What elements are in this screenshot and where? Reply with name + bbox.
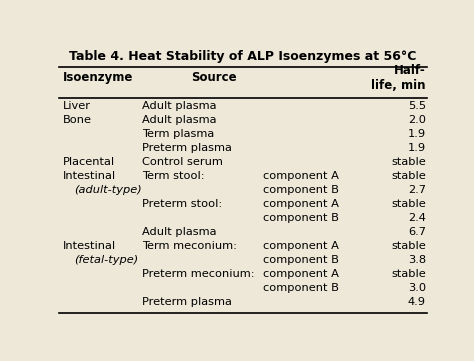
Text: 1.9: 1.9 (408, 129, 426, 139)
Text: 2.4: 2.4 (408, 213, 426, 223)
Text: Term stool:: Term stool: (142, 171, 204, 181)
Text: Term plasma: Term plasma (142, 129, 214, 139)
Text: stable: stable (391, 269, 426, 279)
Text: Liver: Liver (63, 101, 91, 111)
Text: Term meconium:: Term meconium: (142, 241, 237, 251)
Text: Preterm meconium:: Preterm meconium: (142, 269, 255, 279)
Text: component B: component B (263, 283, 339, 293)
Text: 5.5: 5.5 (408, 101, 426, 111)
Text: stable: stable (391, 199, 426, 209)
Text: Half-
life, min: Half- life, min (371, 64, 426, 92)
Text: 2.0: 2.0 (408, 115, 426, 125)
Text: (adult-type): (adult-type) (74, 185, 142, 195)
Text: Bone: Bone (63, 115, 92, 125)
Text: Preterm plasma: Preterm plasma (142, 297, 232, 307)
Text: 4.9: 4.9 (408, 297, 426, 307)
Text: 3.8: 3.8 (408, 255, 426, 265)
Text: Control serum: Control serum (142, 157, 223, 167)
Text: component A: component A (263, 241, 339, 251)
Text: component A: component A (263, 199, 339, 209)
Text: Source: Source (191, 71, 237, 84)
Text: Adult plasma: Adult plasma (142, 115, 217, 125)
Text: component B: component B (263, 255, 339, 265)
Text: 1.9: 1.9 (408, 143, 426, 153)
Text: Preterm stool:: Preterm stool: (142, 199, 222, 209)
Text: stable: stable (391, 157, 426, 167)
Text: component A: component A (263, 171, 339, 181)
Text: Intestinal: Intestinal (63, 171, 116, 181)
Text: 6.7: 6.7 (408, 227, 426, 237)
Text: component B: component B (263, 213, 339, 223)
Text: 3.0: 3.0 (408, 283, 426, 293)
Text: Intestinal: Intestinal (63, 241, 116, 251)
Text: stable: stable (391, 241, 426, 251)
Text: Adult plasma: Adult plasma (142, 227, 217, 237)
Text: Isoenzyme: Isoenzyme (63, 71, 133, 84)
Text: Table 4. Heat Stability of ALP Isoenzymes at 56°C: Table 4. Heat Stability of ALP Isoenzyme… (69, 50, 417, 63)
Text: stable: stable (391, 171, 426, 181)
Text: Placental: Placental (63, 157, 115, 167)
Text: 2.7: 2.7 (408, 185, 426, 195)
Text: (fetal-type): (fetal-type) (74, 255, 138, 265)
Text: component B: component B (263, 185, 339, 195)
Text: Adult plasma: Adult plasma (142, 101, 217, 111)
Text: component A: component A (263, 269, 339, 279)
Text: Preterm plasma: Preterm plasma (142, 143, 232, 153)
